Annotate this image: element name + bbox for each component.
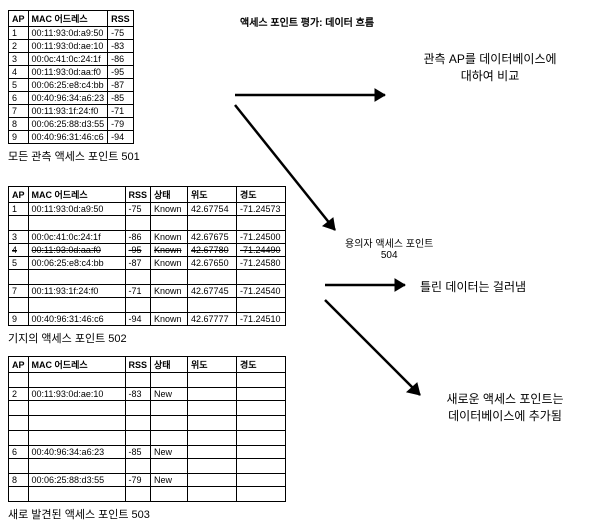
anno-suspect-line1: 용의자 액세스 포인트 [345, 239, 433, 250]
anno-suspect: 용의자 액세스 포인트 504 [345, 235, 433, 261]
table3: APMAC 어드레스RSS상태위도경도200:11:93:0d:ae:10-83… [8, 356, 286, 502]
table1-caption: 모든 관측 액세스 포인트 501 [8, 148, 140, 164]
table1-section: APMAC 어드레스RSS100:11:93:0d:a9:50-75200:11… [8, 10, 140, 174]
table3-caption: 새로 발견된 액세스 포인트 503 [8, 506, 286, 522]
anno-suspect-line2: 504 [381, 250, 398, 261]
anno-filter: 틀린 데이터는 걸러냄 [420, 278, 526, 295]
anno-compare-line1: 관측 AP를 데이터베이스에 [423, 52, 556, 66]
anno-add-line1: 새로운 액세스 포인트는 [446, 392, 563, 406]
anno-compare-line2: 대하여 비교 [461, 69, 520, 83]
arrow-to-table2 [230, 100, 350, 240]
anno-add: 새로운 액세스 포인트는 데이터베이스에 추가됨 [420, 390, 590, 424]
anno-add-line2: 데이터베이스에 추가됨 [448, 409, 562, 423]
diagram-title: 액세스 포인트 평가: 데이터 흐름 [240, 14, 374, 29]
arrow-to-table3 [320, 295, 430, 405]
table1: APMAC 어드레스RSS100:11:93:0d:a9:50-75200:11… [8, 10, 134, 144]
table3-section: APMAC 어드레스RSS상태위도경도200:11:93:0d:ae:10-83… [8, 356, 286, 532]
table2-caption: 기지의 액세스 포인트 502 [8, 330, 286, 346]
anno-compare: 관측 AP를 데이터베이스에 대하여 비교 [400, 50, 580, 84]
